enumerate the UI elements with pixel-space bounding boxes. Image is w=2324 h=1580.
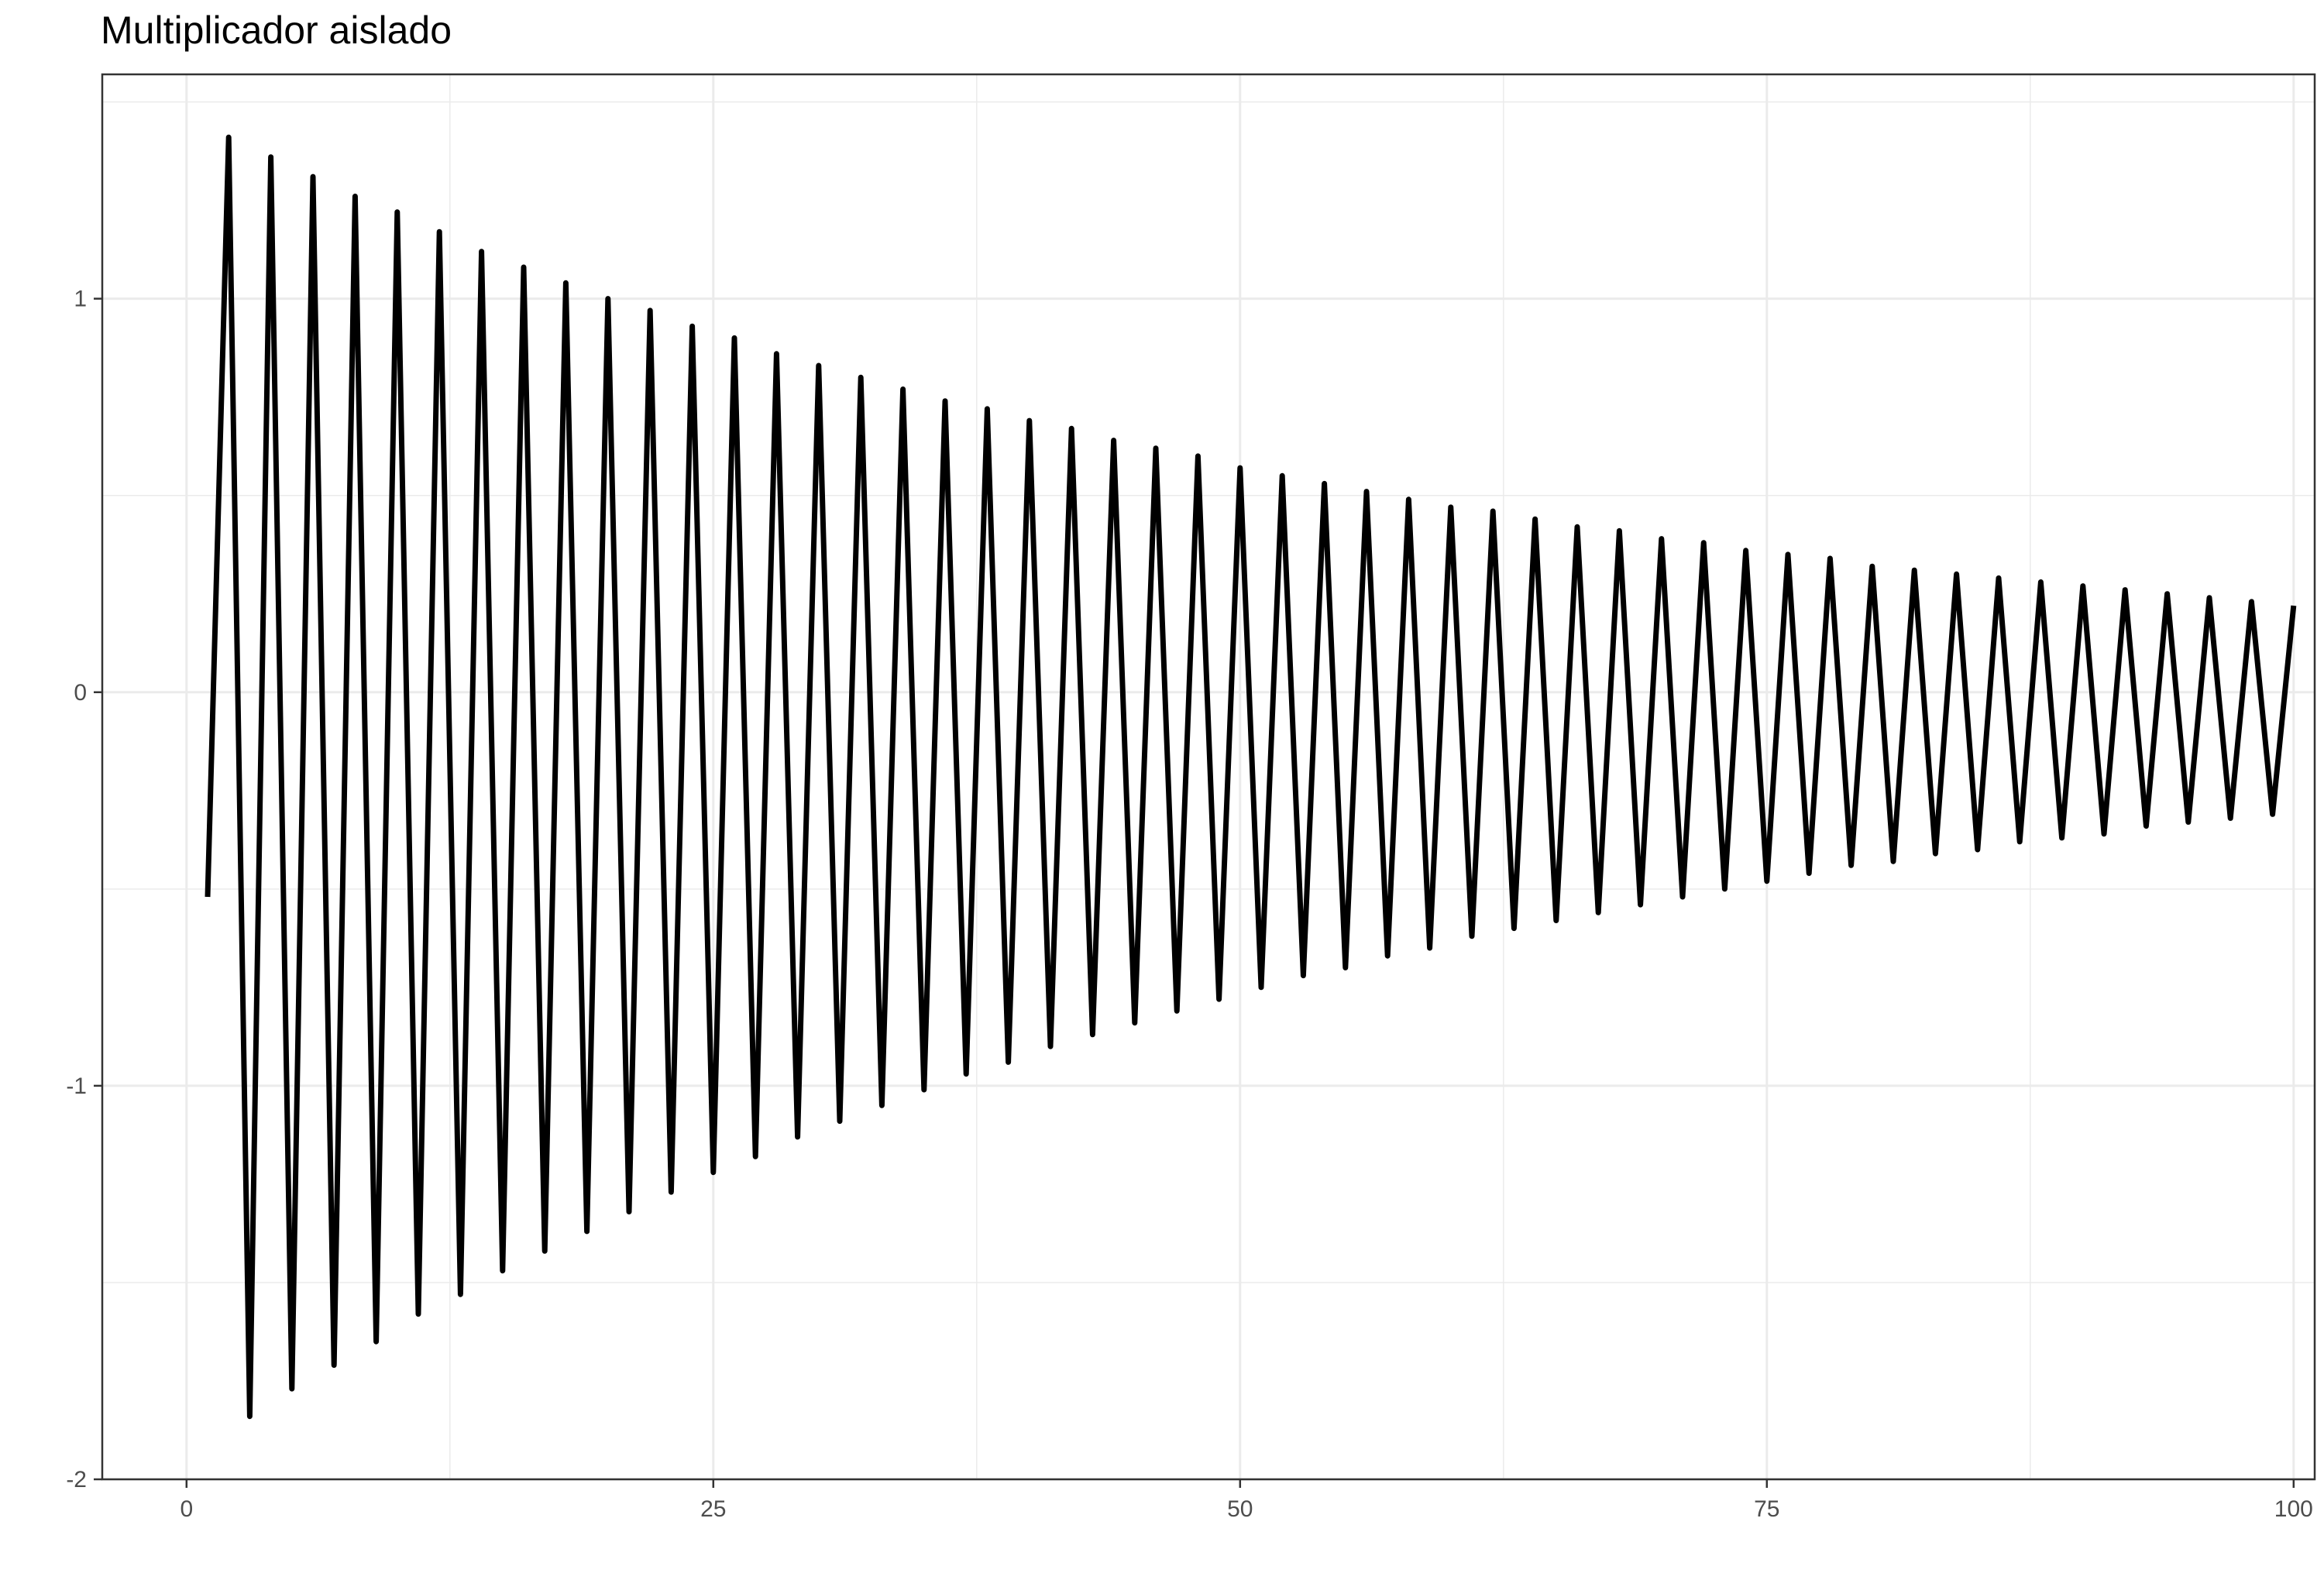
y-tick-label: -2 (66, 1467, 87, 1492)
y-tick-label: 1 (74, 287, 87, 312)
x-tick-label: 0 (180, 1496, 193, 1522)
x-tick-label: 100 (2274, 1496, 2313, 1522)
x-tick-label: 50 (1227, 1496, 1253, 1522)
series-line (205, 134, 2297, 1420)
y-tick-label: 0 (74, 680, 87, 706)
x-tick-label: 25 (700, 1496, 726, 1522)
x-axis: 0 25 50 75 100 (180, 1479, 2313, 1522)
chart-title: Multiplicador aislado (101, 9, 452, 52)
y-tick-label: -1 (66, 1073, 87, 1099)
y-axis: -2 -1 0 1 (66, 287, 102, 1492)
x-tick-label: 75 (1754, 1496, 1779, 1522)
plot-border (101, 73, 2316, 1481)
